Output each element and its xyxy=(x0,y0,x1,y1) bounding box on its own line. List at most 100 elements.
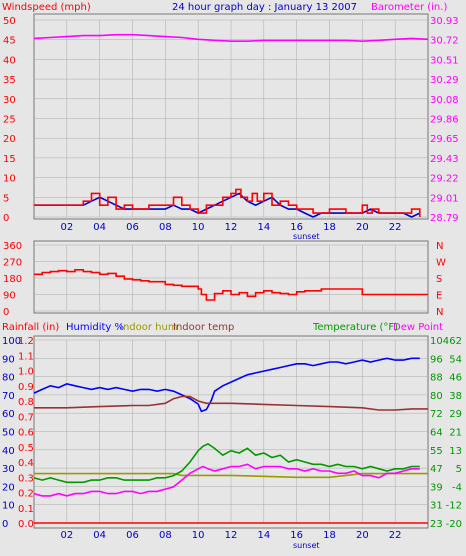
barometer-tick: 28.79 xyxy=(430,213,459,224)
temperature-c-tick: 13 xyxy=(449,446,462,457)
temperature-axis-label: Temperature (°F) xyxy=(312,322,398,333)
windspeed-tick: 50 xyxy=(3,16,16,27)
wind-gridlines xyxy=(34,19,428,218)
temperature-f-tick: 55 xyxy=(430,446,443,457)
temperature-c-tick: 46 xyxy=(449,373,462,384)
x-tick-label: 22 xyxy=(389,530,402,541)
x-tick-label: 16 xyxy=(290,530,303,541)
windspeed-tick: 0 xyxy=(3,213,9,224)
rainfall-tick: 0.9 xyxy=(18,382,34,393)
rainfall-tick: 0.0 xyxy=(18,519,34,530)
indoor-humidity-line xyxy=(34,472,428,479)
barometer-tick: 29.22 xyxy=(430,174,459,185)
windspeed-tick: 20 xyxy=(3,134,16,145)
x-tick-label: 06 xyxy=(126,530,139,541)
temperature-c-tick: 5 xyxy=(456,464,462,475)
x-tick-label: 14 xyxy=(257,530,270,541)
rainfall-tick: 0.2 xyxy=(18,489,34,500)
bottom-gridlines xyxy=(34,339,428,524)
rainfall-tick: 0.7 xyxy=(18,412,34,423)
x-tick-label: 04 xyxy=(93,530,106,541)
temperature-f-tick: 88 xyxy=(430,373,443,384)
compass-tick: S xyxy=(436,274,442,285)
barometer-tick: 30.51 xyxy=(430,55,459,66)
x-tick-label: 02 xyxy=(60,222,73,233)
dew-point-axis-label: Dew Point xyxy=(393,322,443,333)
wind-hour-tick-labels: 02 04 06 08 10 12 14 16 18 20 22 xyxy=(60,222,401,233)
barometer-line xyxy=(33,33,429,43)
humidity-tick: 10 xyxy=(2,501,15,512)
wind-series-lines xyxy=(33,33,429,218)
compass-tick: N xyxy=(436,307,443,318)
rainfall-tick-labels: 1.2 1.1 1.0 0.9 0.8 0.7 0.6 0.5 0.4 0.3 0.2 0.1 0.0 xyxy=(18,336,34,530)
temperature-f-tick-labels: 104 96 88 80 72 64 55 47 39 31 23 xyxy=(430,336,449,530)
wind-gust-line xyxy=(34,188,421,217)
rainfall-tick: 0.6 xyxy=(18,428,34,439)
indoor-temp-axis-label: Indoor temp xyxy=(173,322,234,333)
bottom-hour-tick-labels: 02 04 06 08 10 12 14 16 18 20 22 xyxy=(60,530,401,541)
rainfall-tick: 0.8 xyxy=(18,397,34,408)
rainfall-tick: 1.1 xyxy=(18,351,34,362)
barometer-tick: 30.72 xyxy=(430,36,459,47)
temperature-c-tick: 54 xyxy=(449,354,462,365)
windspeed-tick: 15 xyxy=(3,154,16,165)
rainfall-tick: 1.2 xyxy=(18,336,34,347)
temperature-c-tick: 21 xyxy=(449,428,462,439)
barometer-tick: 29.86 xyxy=(430,115,459,126)
humidity-tick: 100 xyxy=(2,336,21,347)
bottom-series-lines xyxy=(33,357,428,524)
compass-tick: W xyxy=(436,258,446,269)
x-tick-label: 20 xyxy=(356,530,369,541)
humidity-tick: 70 xyxy=(2,391,15,402)
compass-tick: E xyxy=(436,291,442,302)
rainfall-tick: 0.1 xyxy=(18,504,34,515)
humidity-tick: 80 xyxy=(2,373,15,384)
x-tick-label: 04 xyxy=(93,222,106,233)
barometer-tick-labels: 30.93 30.72 30.51 30.29 30.08 29.86 29.65 29.43… xyxy=(430,16,459,224)
temperature-f-tick: 23 xyxy=(430,519,443,530)
barometer-axis-label: Barometer (in.) xyxy=(371,2,447,13)
graph-title: 24 hour graph day : January 13 2007 xyxy=(172,2,357,13)
barometer-tick: 30.93 xyxy=(430,16,459,27)
direction-degree-tick: 0 xyxy=(3,307,9,318)
x-tick-label: 16 xyxy=(290,222,303,233)
humidity-tick: 30 xyxy=(2,464,15,475)
rainfall-tick: 0.5 xyxy=(18,443,34,454)
x-tick-label: 10 xyxy=(192,222,205,233)
temperature-line xyxy=(33,442,420,484)
x-tick-label: 18 xyxy=(323,222,336,233)
windspeed-tick: 35 xyxy=(3,75,16,86)
temperature-c-tick: -20 xyxy=(446,519,462,530)
temperature-c-tick: -12 xyxy=(446,501,462,512)
rainfall-tick: 0.4 xyxy=(18,458,34,469)
x-tick-label: 20 xyxy=(356,222,369,233)
humidity-tick: 90 xyxy=(2,354,15,365)
bottom-plot-area xyxy=(33,335,429,529)
windspeed-tick: 45 xyxy=(3,36,16,47)
compass-tick: N xyxy=(436,241,443,252)
direction-degree-tick: 360 xyxy=(3,241,22,252)
temperature-c-tick-labels: 62 54 46 38 29 21 13 5 -4 -12 -20 xyxy=(446,336,462,530)
x-tick-label: 08 xyxy=(159,222,172,233)
direction-degree-tick: 180 xyxy=(3,274,22,285)
x-tick-label: 10 xyxy=(192,530,205,541)
barometer-tick: 29.01 xyxy=(430,193,459,204)
windspeed-tick: 40 xyxy=(3,55,16,66)
x-tick-label: 22 xyxy=(389,222,402,233)
wind-sunset-label: sunset xyxy=(293,232,320,241)
humidity-tick: 0 xyxy=(2,519,8,530)
x-tick-label: 02 xyxy=(60,530,73,541)
barometer-tick: 30.29 xyxy=(430,75,459,86)
x-tick-label: 12 xyxy=(225,222,238,233)
windspeed-tick: 30 xyxy=(3,95,16,106)
temperature-f-tick: 39 xyxy=(430,482,443,493)
x-tick-label: 06 xyxy=(126,222,139,233)
wind-direction-line xyxy=(34,268,428,301)
x-tick-label: 12 xyxy=(225,530,238,541)
humidity-line xyxy=(33,357,420,413)
direction-degree-tick-labels: 360 270 180 90 0 xyxy=(3,241,22,318)
indoor-temp-line xyxy=(34,395,428,411)
